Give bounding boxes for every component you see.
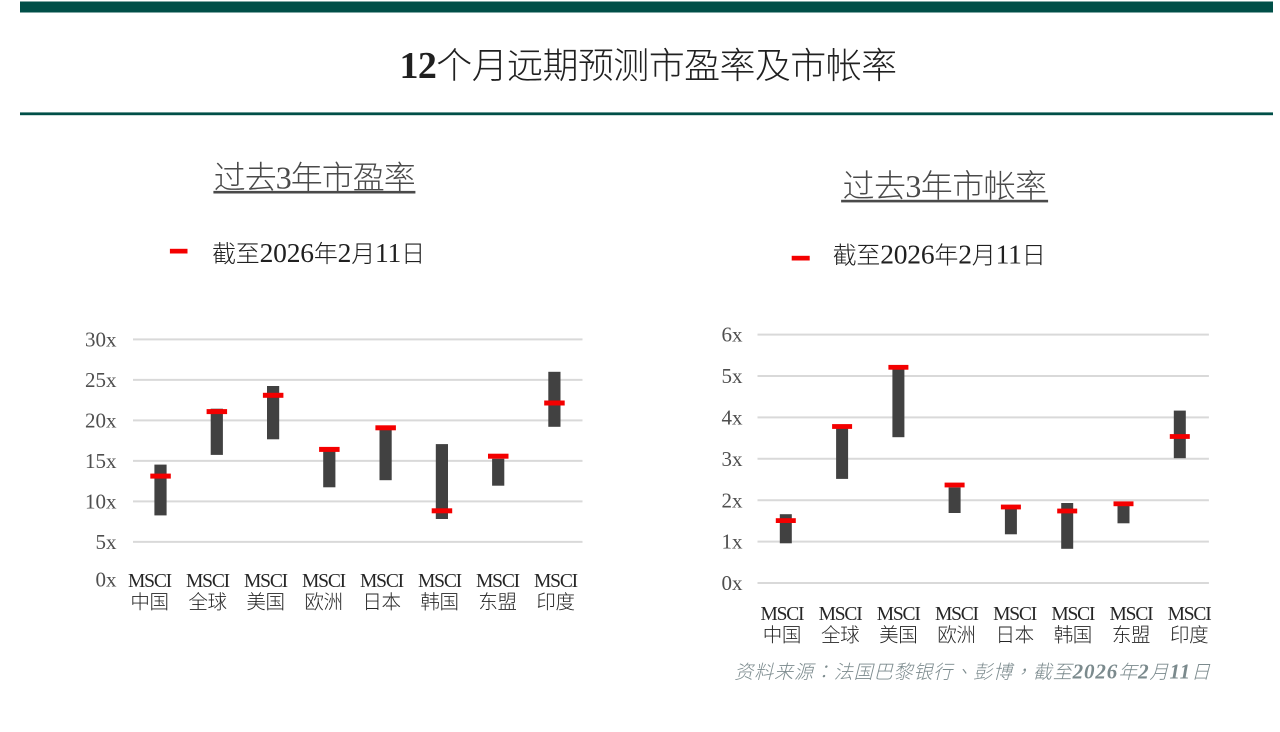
svg-text:欧洲: 欧洲: [304, 592, 342, 614]
svg-text:中国: 中国: [763, 625, 801, 647]
svg-text:中国: 中国: [130, 592, 168, 614]
svg-text:MSCI: MSCI: [534, 571, 578, 592]
svg-text:MSCI: MSCI: [244, 571, 288, 592]
svg-text:12个月远期预测市盈率及市帐率: 12个月远期预测市盈率及市帐率: [399, 45, 896, 87]
svg-text:截至2026年2月11日: 截至2026年2月11日: [833, 239, 1046, 270]
svg-text:MSCI: MSCI: [360, 571, 404, 592]
svg-text:25x: 25x: [85, 368, 117, 392]
svg-text:截至2026年2月11日: 截至2026年2月11日: [212, 237, 425, 268]
svg-text:6x: 6x: [722, 323, 744, 347]
svg-text:资料来源：法国巴黎银行、彭博，截至2026年2月11日: 资料来源：法国巴黎银行、彭博，截至2026年2月11日: [734, 660, 1211, 684]
svg-text:15x: 15x: [85, 449, 117, 473]
svg-text:韩国: 韩国: [1054, 625, 1092, 647]
svg-text:MSCI: MSCI: [877, 604, 921, 625]
svg-text:MSCI: MSCI: [128, 571, 172, 592]
svg-text:2x: 2x: [722, 488, 744, 512]
svg-text:过去3年市盈率: 过去3年市盈率: [214, 159, 415, 195]
svg-text:3x: 3x: [722, 447, 744, 471]
svg-text:5x: 5x: [722, 364, 744, 388]
svg-text:全球: 全球: [821, 625, 859, 647]
svg-text:MSCI: MSCI: [302, 571, 346, 592]
svg-text:日本: 日本: [995, 625, 1033, 647]
svg-text:MSCI: MSCI: [186, 571, 230, 592]
svg-text:东盟: 东盟: [478, 592, 516, 614]
svg-text:全球: 全球: [188, 592, 226, 614]
svg-text:美国: 美国: [246, 592, 284, 614]
svg-text:东盟: 东盟: [1112, 625, 1150, 647]
svg-text:日本: 日本: [362, 592, 400, 614]
svg-text:美国: 美国: [879, 625, 917, 647]
svg-text:MSCI: MSCI: [1168, 604, 1212, 625]
svg-text:10x: 10x: [85, 490, 117, 514]
svg-text:印度: 印度: [1170, 625, 1208, 647]
svg-text:30x: 30x: [85, 328, 117, 352]
svg-text:MSCI: MSCI: [760, 604, 804, 625]
svg-text:MSCI: MSCI: [1051, 604, 1095, 625]
svg-text:4x: 4x: [722, 406, 744, 430]
svg-text:MSCI: MSCI: [935, 604, 979, 625]
svg-text:MSCI: MSCI: [1110, 604, 1154, 625]
svg-text:MSCI: MSCI: [418, 571, 462, 592]
svg-text:韩国: 韩国: [420, 592, 458, 614]
svg-text:0x: 0x: [722, 571, 744, 595]
svg-text:MSCI: MSCI: [476, 571, 520, 592]
svg-text:MSCI: MSCI: [993, 604, 1037, 625]
svg-text:20x: 20x: [85, 409, 117, 433]
svg-text:MSCI: MSCI: [819, 604, 863, 625]
svg-text:过去3年市帐率: 过去3年市帐率: [843, 168, 1047, 204]
svg-text:印度: 印度: [536, 592, 574, 614]
svg-text:1x: 1x: [722, 530, 744, 554]
svg-text:欧洲: 欧洲: [937, 625, 975, 647]
svg-text:0x: 0x: [96, 568, 118, 592]
svg-text:5x: 5x: [96, 530, 118, 554]
